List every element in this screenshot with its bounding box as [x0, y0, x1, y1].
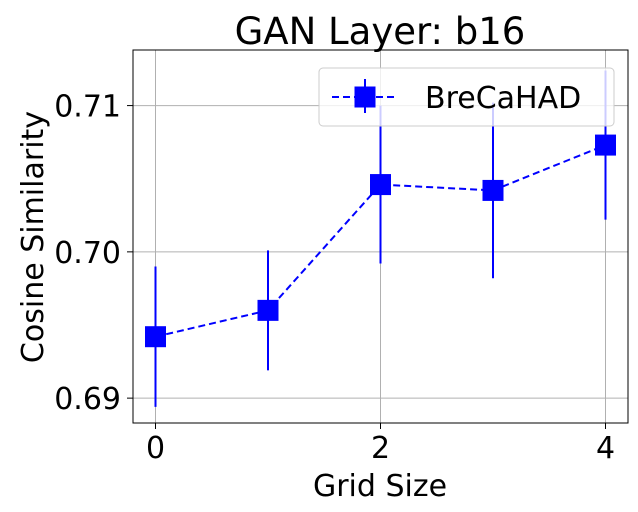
- y-tick-label: 0.71: [54, 90, 121, 125]
- data-markers: [145, 134, 616, 348]
- legend-box: [318, 67, 615, 127]
- x-axis-ticks: 0 2 4: [146, 423, 615, 466]
- data-point-marker: [595, 134, 616, 156]
- data-point-marker: [145, 326, 166, 348]
- x-tick-label: 2: [371, 431, 390, 466]
- data-point-marker: [482, 179, 504, 201]
- data-point-marker: [370, 174, 391, 196]
- x-tick-label: 4: [596, 431, 615, 466]
- y-axis-ticks: 0.69 0.70 0.71: [54, 90, 133, 417]
- chart-title: GAN Layer: b16: [235, 10, 526, 53]
- legend-label-brecahad: BreCaHAD: [425, 81, 581, 116]
- legend-marker-square: [354, 86, 376, 108]
- x-tick-label: 0: [146, 431, 165, 466]
- data-point-marker: [257, 299, 279, 321]
- y-tick-label: 0.70: [54, 236, 121, 271]
- x-axis-label: Grid Size: [313, 469, 447, 504]
- y-axis-label: Cosine Similarity: [16, 111, 51, 363]
- legend: BreCaHAD: [318, 67, 615, 127]
- series-line: [155, 144, 606, 338]
- series-lines: [155, 144, 606, 338]
- y-tick-label: 0.69: [54, 382, 121, 417]
